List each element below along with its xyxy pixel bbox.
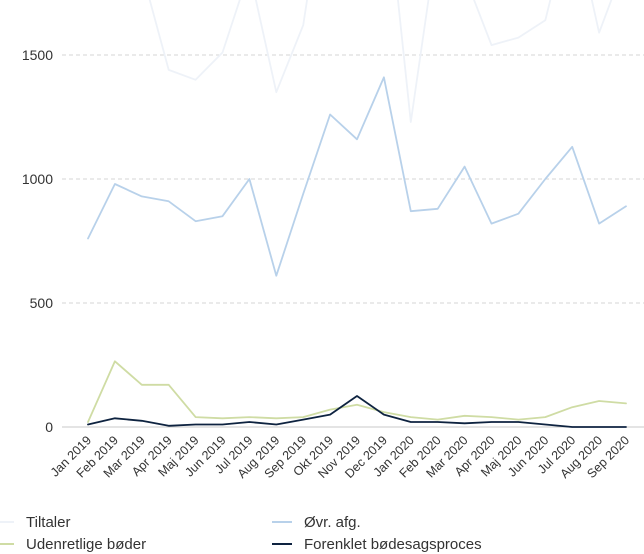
- series-lines: [87, 0, 627, 428]
- y-tick-label: 1000: [22, 171, 53, 187]
- legend-swatch-forenklet-boedesagsproces: [272, 543, 292, 545]
- series-line-oevr-afg[interactable]: [87, 76, 627, 277]
- legend-item-forenklet-boedesagsproces[interactable]: Forenklet bødesagsproces: [272, 534, 482, 554]
- legend-label-tiltaler: Tiltaler: [26, 513, 71, 531]
- y-tick-label: 1500: [22, 47, 53, 63]
- grid-lines: [62, 54, 644, 428]
- y-tick-label: 0: [45, 419, 53, 435]
- legend: Tiltaler Øvr. afg. Udenretlige bøder For…: [0, 510, 644, 554]
- legend-label-udenretlige-boeder: Udenretlige bøder: [26, 535, 147, 553]
- series-line-udenretlige-boeder[interactable]: [87, 360, 627, 423]
- legend-label-forenklet-boedesagsproces: Forenklet bødesagsproces: [304, 535, 482, 553]
- legend-swatch-tiltaler: [0, 521, 14, 523]
- legend-item-oevr-afg[interactable]: Øvr. afg.: [272, 512, 361, 532]
- legend-item-tiltaler[interactable]: Tiltaler: [0, 512, 70, 532]
- y-axis-ticks: 05001000150020002500: [22, 47, 54, 435]
- legend-swatch-udenretlige-boeder: [0, 543, 14, 545]
- legend-item-udenretlige-boeder[interactable]: Udenretlige bøder: [0, 534, 146, 554]
- series-line-tiltaler[interactable]: [88, 0, 626, 123]
- legend-swatch-oevr-afg: [272, 521, 292, 523]
- series-line-forenklet-boedesagsproces[interactable]: [87, 395, 627, 428]
- y-tick-label: 500: [30, 295, 54, 311]
- legend-label-oevr-afg: Øvr. afg.: [304, 513, 361, 531]
